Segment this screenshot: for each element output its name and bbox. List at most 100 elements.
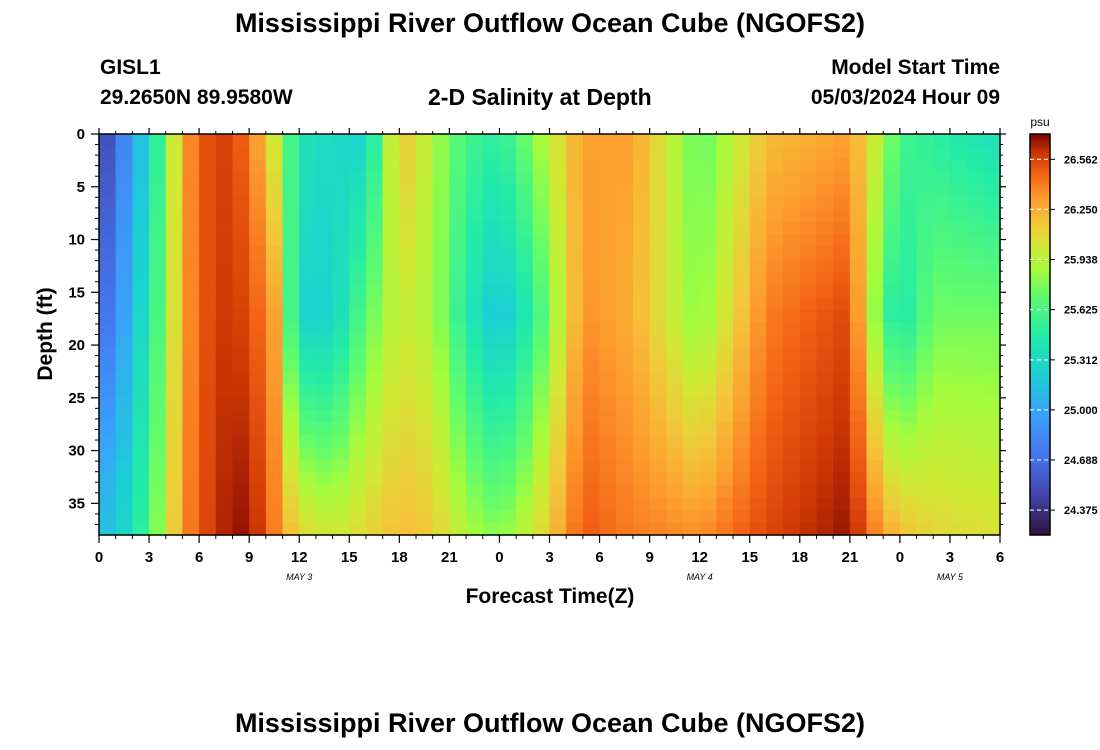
heatmap-cell xyxy=(766,134,784,148)
heatmap-cell xyxy=(866,234,884,248)
heatmap-cell xyxy=(299,321,317,336)
heatmap-cell xyxy=(282,296,300,311)
heatmap-cell xyxy=(182,259,200,273)
heatmap-cell xyxy=(516,359,534,373)
heatmap-cell xyxy=(549,171,567,185)
heatmap-cell xyxy=(499,422,517,436)
heatmap-cell xyxy=(716,359,734,373)
colorbar-tick-label: 26.250 xyxy=(1064,204,1098,216)
heatmap-cell xyxy=(799,422,818,436)
heatmap-cell xyxy=(833,447,851,461)
heatmap-cell xyxy=(966,472,984,486)
heatmap-cell xyxy=(199,509,217,524)
heatmap-cell xyxy=(282,159,300,173)
heatmap-cell xyxy=(666,146,684,160)
heatmap-cell xyxy=(482,271,501,285)
heatmap-cell xyxy=(849,221,868,235)
heatmap-cell xyxy=(949,472,968,486)
heatmap-cell xyxy=(516,409,534,423)
heatmap-cell xyxy=(416,522,434,536)
heatmap-cell xyxy=(966,334,984,348)
heatmap-cell xyxy=(666,159,684,173)
heatmap-cell xyxy=(149,522,167,536)
heatmap-cell xyxy=(566,447,584,461)
heatmap-cell xyxy=(315,196,334,210)
heatmap-cell xyxy=(916,422,934,436)
heatmap-cell xyxy=(849,196,868,210)
heatmap-cell xyxy=(99,296,117,311)
heatmap-cell xyxy=(816,472,834,486)
heatmap-cell xyxy=(349,472,367,486)
heatmap-cell xyxy=(382,484,400,499)
heatmap-cell xyxy=(649,509,667,524)
heatmap-cell xyxy=(883,484,901,499)
colorbar-tick-label: 25.938 xyxy=(1064,254,1098,266)
heatmap-cell xyxy=(716,459,734,473)
heatmap-cell xyxy=(983,134,1001,148)
heatmap-cell xyxy=(766,447,784,461)
heatmap-cell xyxy=(432,259,450,273)
heatmap-cell xyxy=(199,484,217,499)
heatmap-cell xyxy=(866,509,884,524)
heatmap-cell xyxy=(499,134,517,148)
heatmap-cell xyxy=(716,384,734,398)
heatmap-cell xyxy=(365,334,384,348)
heatmap-cell xyxy=(632,221,651,235)
heatmap-cell xyxy=(733,509,751,524)
heatmap-cell xyxy=(332,434,350,448)
heatmap-cell xyxy=(332,397,350,411)
heatmap-cell xyxy=(365,184,384,198)
x-tick-label: 15 xyxy=(741,549,758,566)
heatmap-cell xyxy=(716,184,734,198)
heatmap-cell xyxy=(115,347,133,361)
heatmap-cell xyxy=(249,359,267,373)
heatmap-cell xyxy=(716,159,734,173)
heatmap-cell xyxy=(632,434,651,448)
heatmap-cell xyxy=(582,472,601,486)
heatmap-cell xyxy=(399,497,417,511)
heatmap-cell xyxy=(199,259,217,273)
heatmap-cell xyxy=(966,134,984,148)
heatmap-cell xyxy=(115,372,133,386)
heatmap-cell xyxy=(899,472,918,486)
heatmap-cell xyxy=(149,334,167,348)
heatmap-cell xyxy=(866,422,884,436)
heatmap-cell xyxy=(249,522,267,536)
heatmap-cell xyxy=(883,184,901,198)
heatmap-cell xyxy=(616,321,634,336)
heatmap-cell xyxy=(365,259,384,273)
heatmap-cell xyxy=(182,334,200,348)
heatmap-cell xyxy=(733,397,751,411)
y-tick-label: 30 xyxy=(68,443,85,460)
heatmap-cell xyxy=(816,259,834,273)
heatmap-cell xyxy=(566,359,584,373)
heatmap-cell xyxy=(199,347,217,361)
heatmap-cell xyxy=(382,497,400,511)
heatmap-cell xyxy=(566,159,584,173)
heatmap-cell xyxy=(382,472,400,486)
heatmap-cell xyxy=(516,171,534,185)
heatmap-cell xyxy=(949,134,968,148)
heatmap-cell xyxy=(666,484,684,499)
heatmap-cell xyxy=(232,484,250,499)
heatmap-cell xyxy=(933,384,951,398)
y-tick-label: 35 xyxy=(68,495,85,512)
heatmap-cell xyxy=(582,234,601,248)
heatmap-cell xyxy=(649,397,667,411)
heatmap-cell xyxy=(199,397,217,411)
heatmap-cell xyxy=(649,246,667,260)
heatmap-cell xyxy=(616,134,634,148)
heatmap-cell xyxy=(182,509,200,524)
heatmap-cell xyxy=(933,259,951,273)
heatmap-cell xyxy=(516,259,534,273)
heatmap-cell xyxy=(265,134,284,148)
heatmap-cell xyxy=(899,372,918,386)
heatmap-cell xyxy=(566,334,584,348)
heatmap-cell xyxy=(749,422,768,436)
heatmap-cell xyxy=(416,372,434,386)
heatmap-cell xyxy=(416,447,434,461)
heatmap-cell xyxy=(299,359,317,373)
heatmap-cell xyxy=(966,184,984,198)
heatmap-cell xyxy=(382,359,400,373)
heatmap-cell xyxy=(382,209,400,223)
